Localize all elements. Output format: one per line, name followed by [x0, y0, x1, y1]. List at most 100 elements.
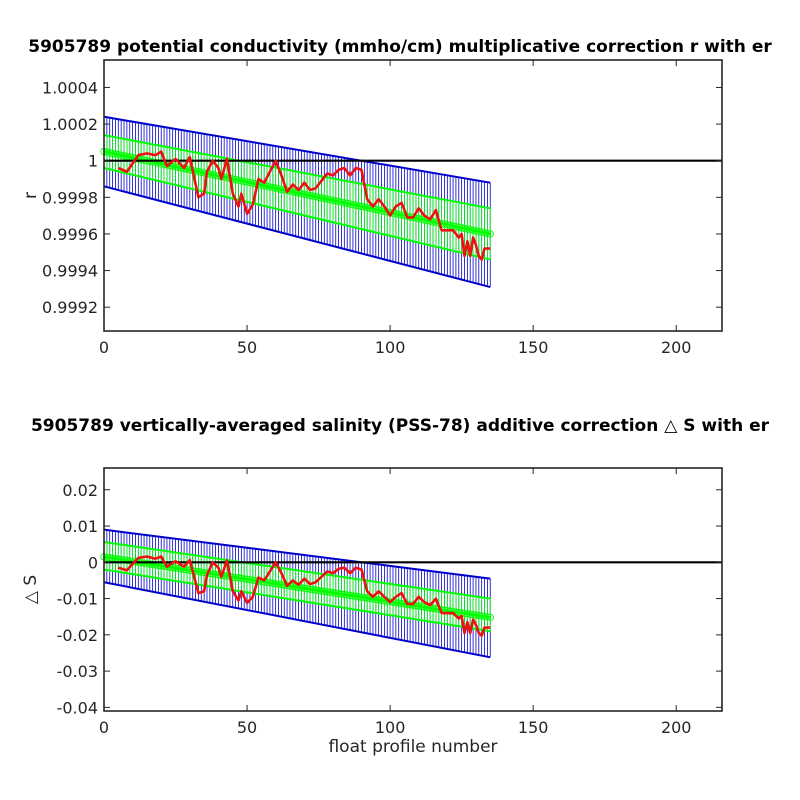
fit-point — [277, 185, 286, 194]
fit-point — [209, 570, 217, 578]
fit-band-lower — [103, 167, 491, 261]
y-tick-label: -0.03 — [57, 662, 98, 681]
fit-band-upper — [103, 134, 491, 210]
fit-point — [314, 586, 323, 595]
fit-point — [243, 575, 251, 583]
fit-point — [415, 215, 423, 223]
fit-point — [363, 204, 371, 212]
x-tick-label: 50 — [237, 338, 257, 357]
fit-point — [183, 566, 191, 574]
fit-point — [272, 580, 280, 588]
fit-point — [174, 564, 183, 573]
fit-point — [452, 222, 460, 231]
fit-point — [303, 191, 311, 199]
fit-point — [123, 556, 131, 565]
fit-point — [269, 579, 277, 587]
fit-point — [306, 585, 314, 593]
fit-point — [375, 596, 383, 604]
fit-point — [363, 594, 371, 602]
fit-point — [395, 599, 403, 607]
fit-band — [100, 134, 494, 261]
fit-point — [174, 163, 183, 172]
fit-point — [360, 203, 369, 211]
fit-point — [303, 585, 311, 593]
y-tick-label: 1 — [88, 152, 98, 171]
fit-point — [274, 580, 283, 588]
fit-point — [478, 228, 486, 236]
axes-box — [103, 467, 723, 712]
x-tick-label: 0 — [99, 718, 109, 737]
fit-point — [397, 599, 406, 608]
fit-point — [106, 149, 114, 157]
profile-correction-line — [117, 555, 491, 637]
fit-point — [231, 573, 240, 582]
fit-point — [349, 592, 357, 600]
fit-point — [475, 611, 483, 620]
y-axis-label: r — [21, 192, 41, 199]
fit-point — [329, 196, 337, 205]
fit-point — [263, 182, 271, 190]
fit-point — [106, 554, 114, 562]
fit-point — [306, 191, 314, 200]
fit-point — [274, 185, 283, 193]
fit-point — [300, 584, 308, 592]
fit-point — [420, 603, 429, 611]
fit-point — [463, 610, 472, 618]
fit-point — [243, 178, 251, 186]
fit-point — [354, 202, 363, 210]
error-band-upper — [103, 528, 491, 580]
chart-panel-bottom: 5905789 vertically-averaged salinity (PS… — [21, 416, 770, 757]
fit-point — [329, 589, 337, 597]
y-tick-label: -0.01 — [57, 590, 98, 609]
fit-point — [475, 227, 483, 236]
y-tick-label: 0.9994 — [42, 262, 98, 281]
fit-point — [292, 188, 300, 197]
fit-point — [455, 223, 463, 231]
fit-point — [323, 195, 331, 203]
fit-point — [352, 592, 360, 600]
fit-band — [100, 540, 494, 633]
fit-point — [249, 179, 257, 187]
fit-point — [478, 612, 486, 620]
fit-point — [352, 201, 360, 209]
fit-point — [209, 171, 217, 179]
fit-point — [354, 593, 363, 601]
fit-point — [346, 200, 354, 208]
fit-point — [340, 199, 348, 207]
fit-point — [317, 587, 326, 595]
fit-point — [323, 588, 331, 596]
fit-point — [266, 579, 274, 587]
fit-point — [395, 210, 403, 219]
error-band — [103, 528, 491, 659]
x-tick-label: 0 — [99, 338, 109, 357]
fit-point — [377, 207, 386, 215]
y-tick-label: 0 — [88, 553, 98, 572]
fit-point — [137, 155, 145, 164]
fit-point — [289, 582, 297, 591]
y-tick-label: 0.01 — [62, 517, 98, 536]
fit-point — [357, 593, 366, 601]
fit-point — [146, 560, 154, 568]
x-tick-label: 100 — [375, 338, 406, 357]
fit-point — [317, 194, 326, 202]
fit-point — [429, 218, 437, 226]
fit-point — [460, 224, 469, 233]
fit-point — [455, 608, 463, 617]
plot-area: 0 50 100 150 200 0.9992 0.9994 0.9996 0.9998 1 1.0… — [42, 59, 723, 357]
fit-point — [312, 193, 320, 201]
fit-point — [108, 149, 117, 158]
y-tick-label: 0.9996 — [42, 225, 98, 244]
fit-point — [283, 581, 291, 590]
fit-point — [397, 211, 406, 219]
fit-point — [472, 227, 480, 235]
y-tick-label: 0.9992 — [42, 298, 98, 317]
fit-point — [443, 221, 451, 229]
fit-point — [415, 602, 423, 610]
fit-point — [486, 613, 494, 622]
profile-correction-line — [117, 150, 491, 261]
fit-point — [320, 194, 328, 203]
fit-point — [457, 224, 466, 232]
fit-point — [372, 595, 380, 604]
chart-title: 5905789 potential conductivity (mmho/cm)… — [28, 37, 772, 57]
